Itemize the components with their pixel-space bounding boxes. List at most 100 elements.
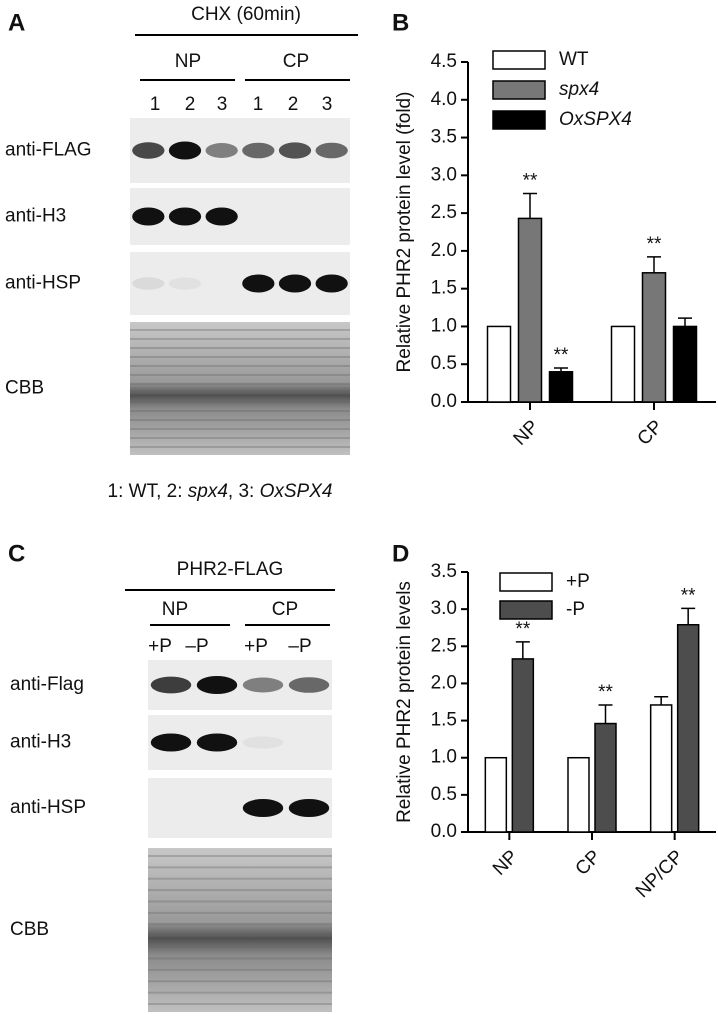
y-tick-label: 3.0 (431, 598, 457, 619)
significance: ** (647, 234, 662, 255)
blot-band (315, 142, 348, 159)
error-bar (681, 607, 696, 625)
significance: ** (554, 345, 569, 366)
error-bar (654, 696, 669, 705)
error-bar (515, 641, 530, 659)
bar (610, 325, 636, 403)
lane-label: –P (288, 636, 311, 657)
error-bar (678, 317, 692, 327)
y-tick-label: 0.5 (431, 784, 457, 805)
lane-label: 3 (217, 94, 228, 115)
legend-label: +P (566, 571, 590, 592)
lane-label: 3 (322, 94, 333, 115)
row-label: anti-H3 (10, 732, 71, 753)
panel-label: B (392, 9, 409, 36)
blot-band (168, 207, 202, 226)
group-label: NP (162, 599, 188, 620)
y-tick-label: 1.0 (431, 747, 457, 768)
lane-label: +P (148, 636, 172, 657)
group-label: CP (272, 599, 298, 620)
y-tick-label: 1.5 (431, 278, 457, 299)
y-tick-label: 3.0 (431, 164, 457, 185)
blot-band (168, 277, 202, 290)
blot-band (315, 274, 348, 293)
blot-band (132, 277, 165, 290)
bar (594, 722, 617, 833)
bar (672, 325, 698, 403)
x-tick-label: CP (634, 416, 668, 450)
y-tick-label: 0.0 (431, 821, 457, 842)
legend-label: OxSPX4 (559, 109, 632, 130)
panel-label: D (392, 540, 409, 567)
blot-band (288, 677, 330, 693)
blot-band (196, 676, 238, 694)
x-tick-label: NP (489, 846, 523, 880)
y-tick-label: 2.5 (431, 202, 457, 223)
y-tick-label: 3.5 (431, 127, 457, 148)
significance: ** (523, 170, 538, 191)
y-tick-label: 2.5 (431, 635, 457, 656)
group-label: CP (283, 51, 309, 72)
bar (641, 272, 667, 403)
stained-gel (130, 322, 350, 455)
legend-swatch (499, 600, 553, 620)
y-tick-label: 0.5 (431, 353, 457, 374)
lane-label: –P (185, 636, 208, 657)
y-tick-label: 2.0 (431, 240, 457, 261)
blot-band (242, 274, 275, 293)
caption-part: OxSPX4 (260, 481, 333, 502)
x-tick-label: CP (572, 846, 606, 880)
caption: 1: WT, 2: spx4, 3: OxSPX4 (108, 481, 333, 502)
blot-band (242, 736, 284, 749)
bar (649, 704, 673, 833)
lane-label: 1 (253, 94, 264, 115)
row-label: CBB (5, 378, 44, 399)
caption-part: , 3: (228, 481, 260, 502)
legend-swatch (492, 50, 546, 70)
row-label: anti-H3 (5, 206, 66, 227)
blot-strip (130, 118, 350, 183)
y-tick-label: 4.0 (431, 89, 457, 110)
bar (567, 756, 590, 833)
y-axis-label: Relative PHR2 protein levels (394, 581, 415, 823)
error-bar (647, 256, 661, 273)
blot-band (132, 142, 165, 159)
blot-title: PHR2-FLAG (177, 559, 284, 580)
bar (676, 623, 700, 833)
blot-band (150, 676, 192, 694)
significance: ** (598, 682, 613, 703)
y-tick-label: 1.0 (431, 315, 457, 336)
legend-label: -P (566, 599, 585, 620)
blot-band (205, 143, 238, 158)
caption-part: spx4 (188, 481, 228, 502)
caption-part: 1: WT, 2: (108, 481, 188, 502)
error-bar (598, 704, 613, 724)
blot-band (242, 799, 284, 817)
group-label: NP (175, 51, 201, 72)
lane-label: 2 (288, 94, 299, 115)
row-label: anti-HSP (5, 273, 81, 294)
bar (517, 217, 543, 403)
blot-strip (130, 252, 350, 315)
significance: ** (681, 585, 696, 606)
y-tick-label: 2.0 (431, 672, 457, 693)
x-tick-label: NP/CP (632, 846, 688, 902)
blot-band (168, 141, 202, 160)
error-bar (554, 367, 568, 372)
y-tick-label: 4.5 (431, 51, 457, 72)
blot-band (288, 799, 330, 817)
stained-gel (148, 848, 332, 1012)
bar (511, 658, 535, 833)
bar (486, 325, 512, 403)
lane-label: +P (244, 636, 268, 657)
row-label: anti-HSP (10, 797, 86, 818)
legend-swatch (492, 110, 546, 130)
y-tick-label: 1.5 (431, 710, 457, 731)
blot-band (205, 207, 238, 226)
lane-label: 2 (185, 94, 196, 115)
lane-label: 1 (150, 94, 161, 115)
legend-label: WT (559, 49, 589, 70)
panel-label: C (8, 540, 25, 567)
blot-strip (130, 188, 350, 245)
